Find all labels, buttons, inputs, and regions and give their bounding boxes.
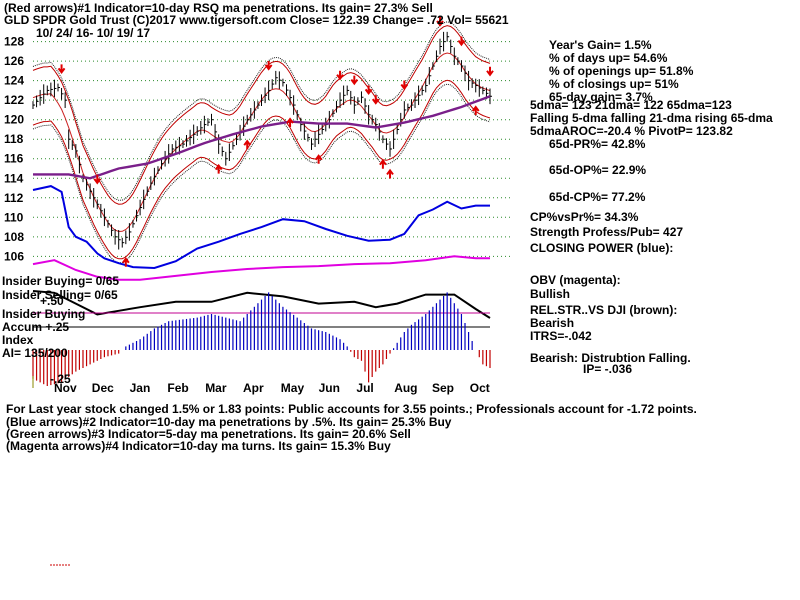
month-label-mar: Mar [205, 381, 227, 395]
stat-closings-up: % of closings up= 51% [549, 77, 679, 91]
month-label-feb: Feb [167, 381, 188, 395]
month-label-jul: Jul [356, 381, 373, 395]
tick-label-116: 116 [4, 152, 24, 166]
stat-aroc: 5dmaAROC=-20.4 % PivotP= 123.82 [530, 124, 733, 138]
header-line-1: (Red arrows)#1 Indicator=10-day RSQ ma p… [4, 1, 433, 15]
red-down-arrow [350, 75, 359, 86]
tick-label-106: 106 [4, 249, 24, 263]
red-up-arrow [379, 159, 387, 169]
label-minus25: -.25 [50, 372, 71, 386]
obv-line [32, 255, 490, 281]
red-up-arrow [122, 257, 130, 267]
label-index: Index [2, 333, 34, 347]
red-up-arrow [214, 163, 223, 174]
stat-distribution: Bearish: Distrubtion Falling. [530, 351, 691, 365]
label-insider-buying: Insider Buying= 0/65 [2, 274, 119, 288]
red-up-arrow [386, 168, 394, 179]
tick-label-108: 108 [4, 230, 24, 244]
stat-openings-up: % of openings up= 51.8% [549, 64, 694, 78]
red-up-arrow [286, 117, 294, 128]
stat-days-up: % of days up= 54.6% [549, 51, 668, 65]
month-label-nov: Nov [54, 381, 77, 395]
label-plus50: +.50 [40, 294, 64, 308]
tick-label-128: 128 [4, 35, 24, 49]
red-down-arrow [336, 70, 344, 81]
tick-label-120: 120 [4, 113, 24, 127]
stat-cp-vs-pr: CP%vsPr%= 34.3% [530, 210, 639, 224]
tick-label-118: 118 [4, 132, 24, 146]
red-down-arrow [57, 64, 66, 75]
closing-power-line [32, 185, 490, 270]
footer-line-2: (Blue arrows)#2 Indicator=10-day ma pene… [6, 415, 452, 429]
ma-65-line [33, 95, 491, 180]
price-panel [32, 17, 494, 267]
header-line-3: 10/ 24/ 16- 10/ 19/ 17 [36, 26, 150, 40]
stat-op65: 65d-OP%= 22.9% [549, 163, 646, 177]
stat-relstr: REL.STR..VS DJI (brown): [530, 303, 677, 317]
tick-label-110: 110 [4, 210, 24, 224]
lower-band-dotted [32, 83, 491, 264]
label-insider-buying-2: Insider Buying [2, 307, 85, 321]
footer-line-4: (Magenta arrows)#4 Indicator=10-day ma t… [6, 439, 391, 453]
stat-falling: Falling 5-dma falling 21-dma rising 65-d… [530, 111, 773, 125]
red-down-arrow [371, 95, 380, 105]
upper-band-dotted [32, 21, 491, 201]
red-up-arrow [471, 105, 480, 116]
red-down-arrow [457, 36, 466, 47]
label-accum: Accum +.25 [2, 320, 69, 334]
month-label-dec: Dec [92, 381, 114, 395]
red-down-arrow [93, 174, 102, 185]
red-up-arrow [243, 139, 252, 150]
stat-bullish: Bullish [530, 287, 570, 301]
stat-obv: OBV (magenta): [530, 273, 621, 287]
lower-band-red [32, 79, 491, 260]
red-down-arrow [436, 17, 444, 27]
stat-closing-power: CLOSING POWER (blue): [530, 241, 673, 255]
red-down-arrow [364, 85, 373, 96]
red-down-arrow [264, 60, 273, 71]
month-label-aug: Aug [394, 381, 417, 395]
label-ai: AI= 135/200 [2, 346, 68, 360]
footer-line-3: (Green arrows)#3 Indicator=5-day ma pene… [6, 427, 411, 441]
stat-dma: 5dma= 123 21dma= 122 65dma=123 [530, 98, 732, 112]
month-label-jan: Jan [130, 381, 151, 395]
red-down-arrow [486, 66, 494, 77]
stat-65-day-gain: 65-day gain= 3.7% [549, 90, 653, 104]
red-up-arrow [314, 154, 323, 164]
header-line-2: GLD SPDR Gold Trust (C)2017 www.tigersof… [4, 13, 509, 27]
tick-label-126: 126 [4, 54, 24, 68]
tick-label-112: 112 [4, 191, 24, 205]
stat-bearish: Bearish [530, 316, 574, 330]
upper-band-red [32, 25, 491, 205]
stat-years-gain: Year's Gain= 1.5% [549, 38, 652, 52]
tick-label-114: 114 [4, 171, 24, 185]
month-label-may: May [281, 381, 305, 395]
red-down-arrow [400, 80, 409, 91]
month-label-oct: Oct [470, 381, 490, 395]
stat-cp65: 65d-CP%= 77.2% [549, 190, 646, 204]
x-axis-months: Nov Dec Jan Feb Mar Apr May Jun Jul Aug Sep Oct [54, 381, 490, 395]
month-label-sep: Sep [432, 381, 454, 395]
month-label-apr: Apr [243, 381, 264, 395]
stat-ip: IP= -.036 [583, 362, 632, 376]
lower-panels [32, 185, 491, 388]
stat-pr65: 65d-PR%= 42.8% [549, 137, 646, 151]
label-insider-selling: Insider Selling= 0/65 [2, 288, 118, 302]
y-axis-ticks: 106 108 110 112 114 116 118 120 122 124 126 128 [4, 35, 24, 264]
stat-itrs: ITRS=-.042 [530, 329, 592, 343]
month-label-jun: Jun [319, 381, 340, 395]
stat-strength: Strength Profess/Pub= 427 [530, 225, 683, 239]
tick-label-124: 124 [4, 74, 24, 88]
ma-21-line [32, 52, 491, 233]
footer-line-1: For Last year stock changed 1.5% or 1.83… [6, 402, 697, 416]
tick-label-122: 122 [4, 93, 24, 107]
